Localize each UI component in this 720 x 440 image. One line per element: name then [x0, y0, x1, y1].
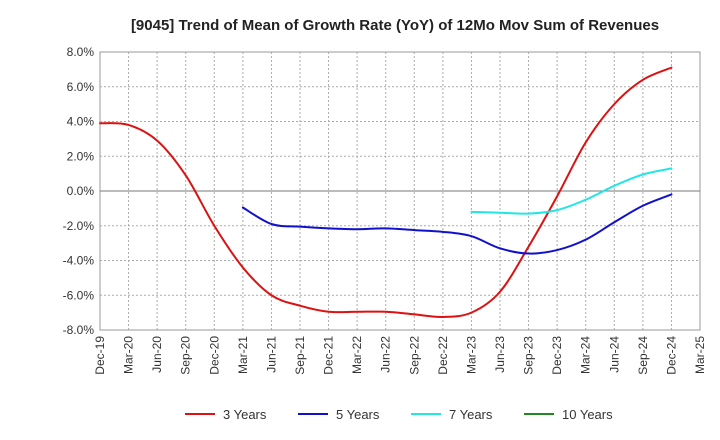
- y-tick-label: 0.0%: [67, 184, 95, 198]
- x-tick-label: Sep-22: [407, 336, 421, 375]
- x-tick-label: Jun-23: [493, 336, 507, 373]
- y-tick-label: -6.0%: [63, 288, 95, 302]
- legend-label-10-years: 10 Years: [562, 407, 613, 422]
- x-tick-label: Dec-22: [436, 336, 450, 375]
- chart-title: [9045] Trend of Mean of Growth Rate (YoY…: [131, 17, 659, 34]
- x-tick-label: Mar-25: [693, 336, 707, 374]
- y-tick-label: 2.0%: [67, 149, 95, 163]
- legend-label-3-years: 3 Years: [223, 407, 267, 422]
- x-tick-label: Sep-21: [293, 336, 307, 375]
- series-line-5-years: [241, 193, 673, 255]
- x-tick-label: Mar-22: [350, 336, 364, 374]
- legend-label-5-years: 5 Years: [336, 407, 380, 422]
- x-tick-label: Dec-19: [93, 336, 107, 375]
- x-tick-label: Dec-24: [664, 336, 678, 375]
- x-tick-label: Sep-23: [522, 336, 536, 375]
- legend: 3 Years 5 Years 7 Years 10 Years: [185, 407, 613, 422]
- axis-layer: -8.0% -6.0% -4.0% -2.0% 0.0% 2.0% 4.0% 6.0% 8.0%…: [63, 45, 707, 375]
- y-tick-label: 6.0%: [67, 80, 95, 94]
- x-tick-label: Jun-20: [150, 336, 164, 373]
- x-tick-label: Sep-20: [179, 336, 193, 375]
- x-tick-label: Sep-24: [636, 336, 650, 375]
- legend-label-7-years: 7 Years: [449, 407, 493, 422]
- x-tick-label: Jun-21: [264, 336, 278, 373]
- x-tick-label: Dec-23: [550, 336, 564, 375]
- y-tick-label: 4.0%: [67, 115, 95, 129]
- x-tick-label: Jun-24: [607, 336, 621, 373]
- y-tick-label: -4.0%: [63, 254, 95, 268]
- x-tick-label: Mar-24: [579, 336, 593, 374]
- x-tick-label: Dec-21: [322, 336, 336, 375]
- x-tick-label: Mar-23: [464, 336, 478, 374]
- y-tick-label: 8.0%: [67, 45, 95, 59]
- series-line-7-years: [470, 167, 673, 215]
- x-tick-label: Mar-20: [122, 336, 136, 374]
- x-tick-label: Mar-21: [236, 336, 250, 374]
- series-line-3-years: [99, 66, 673, 318]
- series-layer: [99, 66, 673, 318]
- y-tick-label: -2.0%: [63, 219, 95, 233]
- y-tick-label: -8.0%: [63, 323, 95, 337]
- x-tick-label: Jun-22: [379, 336, 393, 373]
- x-tick-label: Dec-20: [207, 336, 221, 375]
